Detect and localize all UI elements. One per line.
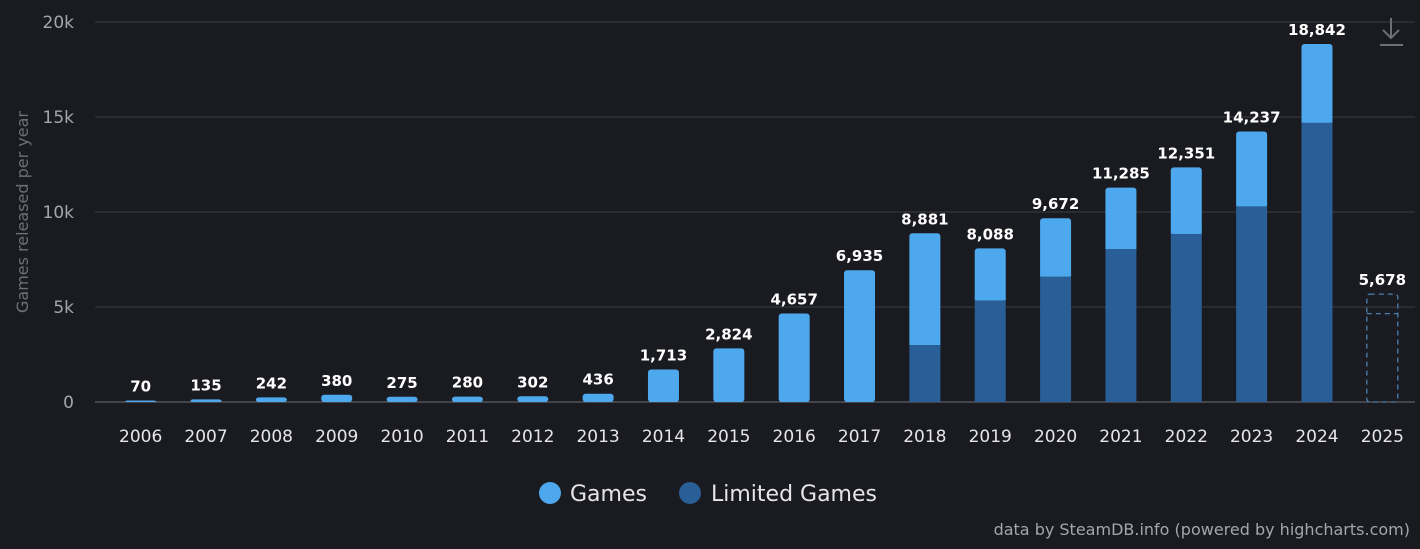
y-tick-label: 5k bbox=[53, 298, 74, 318]
bar-games[interactable] bbox=[909, 233, 941, 345]
x-tick-label: 2013 bbox=[576, 427, 619, 447]
x-tick-label: 2019 bbox=[969, 427, 1012, 447]
bar-games[interactable] bbox=[1236, 131, 1268, 207]
bar-limited-games[interactable] bbox=[1170, 233, 1202, 402]
bar-limited-games[interactable] bbox=[1040, 276, 1072, 402]
x-tick-label: 2024 bbox=[1295, 427, 1338, 447]
x-tick-label: 2017 bbox=[838, 427, 881, 447]
bar-games-base bbox=[1236, 203, 1268, 207]
bar-limited-games[interactable] bbox=[1105, 249, 1137, 402]
credits[interactable]: data by SteamDB.info (powered by highcha… bbox=[994, 520, 1410, 539]
x-tick-label: 2012 bbox=[511, 427, 554, 447]
bar-limited-games[interactable] bbox=[1301, 122, 1333, 402]
data-label: 280 bbox=[452, 374, 483, 392]
data-label: 14,237 bbox=[1223, 108, 1281, 126]
data-label: 2,824 bbox=[705, 325, 752, 343]
y-tick-label: 20k bbox=[43, 13, 75, 33]
download-icon[interactable] bbox=[1380, 18, 1403, 46]
x-axis: 2006 2007 2008 2009 2010 2011 2012 2013 2014 2015… bbox=[119, 427, 1404, 447]
data-label: 302 bbox=[517, 373, 548, 391]
data-label: 18,842 bbox=[1288, 21, 1346, 39]
bar-games-base bbox=[909, 342, 941, 345]
y-tick-label: 15k bbox=[43, 108, 75, 128]
bar-projected[interactable] bbox=[1366, 293, 1399, 403]
bar-games-base bbox=[1170, 230, 1202, 234]
bar-games-base bbox=[974, 297, 1006, 301]
bar-games[interactable] bbox=[1105, 187, 1137, 250]
data-label: 436 bbox=[582, 371, 613, 389]
bars bbox=[125, 44, 1399, 403]
data-label: 9,672 bbox=[1032, 195, 1079, 213]
data-label: 11,285 bbox=[1092, 165, 1150, 183]
x-tick-label: 2007 bbox=[184, 427, 227, 447]
x-tick-label: 2022 bbox=[1165, 427, 1208, 447]
bar-games[interactable] bbox=[451, 396, 483, 402]
legend-item-games[interactable]: Games bbox=[539, 482, 647, 507]
bar-limited-games[interactable] bbox=[1236, 206, 1268, 402]
y-axis: 0 5k 10k 15k 20k bbox=[43, 13, 75, 413]
x-tick-label: 2009 bbox=[315, 427, 358, 447]
x-tick-label: 2025 bbox=[1361, 427, 1404, 447]
legend-label-limited-games: Limited Games bbox=[711, 482, 877, 507]
bar-games-base bbox=[1301, 119, 1333, 123]
bar-games[interactable] bbox=[1301, 44, 1333, 123]
bar-games[interactable] bbox=[1170, 167, 1202, 234]
x-tick-label: 2011 bbox=[446, 427, 489, 447]
data-label: 4,657 bbox=[770, 291, 817, 309]
grid-lines bbox=[95, 21, 1415, 403]
bar-games-base bbox=[1040, 273, 1072, 277]
x-tick-label: 2010 bbox=[380, 427, 423, 447]
x-tick-label: 2020 bbox=[1034, 427, 1077, 447]
x-tick-label: 2021 bbox=[1099, 427, 1142, 447]
legend-label-games: Games bbox=[570, 482, 647, 507]
data-label: 8,088 bbox=[966, 225, 1013, 243]
legend: Games Limited Games bbox=[539, 482, 877, 507]
data-label: 1,713 bbox=[640, 346, 687, 364]
data-label: 6,935 bbox=[836, 247, 883, 265]
legend-symbol-games bbox=[539, 482, 561, 504]
x-tick-label: 2023 bbox=[1230, 427, 1273, 447]
data-label: 70 bbox=[130, 378, 151, 396]
y-tick-label: 10k bbox=[43, 203, 75, 223]
bar-games[interactable] bbox=[844, 270, 876, 402]
bar-games[interactable] bbox=[386, 396, 418, 402]
bar-games[interactable] bbox=[321, 394, 353, 402]
legend-symbol-limited-games bbox=[679, 482, 701, 504]
data-label: 8,881 bbox=[901, 210, 948, 228]
data-label: 242 bbox=[256, 374, 287, 392]
bar-games-base bbox=[1105, 246, 1137, 250]
y-tick-label: 0 bbox=[63, 393, 74, 413]
x-tick-label: 2018 bbox=[903, 427, 946, 447]
data-label: 5,678 bbox=[1359, 271, 1406, 289]
data-label: 380 bbox=[321, 372, 352, 390]
bar-games[interactable] bbox=[778, 313, 810, 402]
x-tick-label: 2008 bbox=[250, 427, 293, 447]
legend-item-limited-games[interactable]: Limited Games bbox=[679, 482, 877, 507]
bar-limited-games[interactable] bbox=[909, 345, 941, 402]
x-tick-label: 2015 bbox=[707, 427, 750, 447]
bar-games[interactable] bbox=[125, 400, 157, 403]
bar-games[interactable] bbox=[974, 248, 1006, 301]
y-axis-title: Games released per year bbox=[13, 111, 32, 313]
x-tick-label: 2014 bbox=[642, 427, 685, 447]
bar-limited-games[interactable] bbox=[974, 300, 1006, 402]
bar-games[interactable] bbox=[517, 396, 549, 402]
bar-games[interactable] bbox=[647, 369, 679, 402]
data-label: 135 bbox=[190, 376, 221, 394]
x-tick-label: 2006 bbox=[119, 427, 162, 447]
data-labels: 70 135 242 380 275 280 302 436 1,713 2,824 4,657 6,… bbox=[130, 21, 1406, 396]
data-label: 12,351 bbox=[1157, 144, 1215, 162]
bar-games[interactable] bbox=[255, 397, 287, 402]
bar-games[interactable] bbox=[190, 399, 222, 402]
x-tick-label: 2016 bbox=[773, 427, 816, 447]
data-label: 275 bbox=[386, 374, 417, 392]
bar-games[interactable] bbox=[713, 348, 745, 402]
bar-games[interactable] bbox=[1040, 218, 1072, 277]
bar-games[interactable] bbox=[582, 393, 614, 402]
